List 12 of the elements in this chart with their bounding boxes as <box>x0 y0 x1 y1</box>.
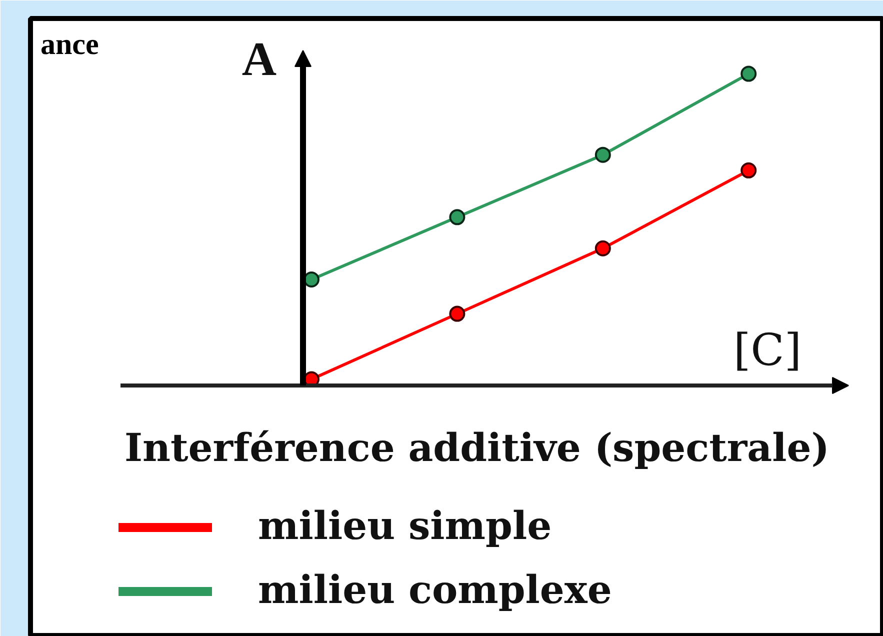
legend-label: milieu simple <box>258 504 552 549</box>
point <box>740 162 757 178</box>
legend-label: milieu complexe <box>258 568 612 613</box>
point <box>594 146 611 163</box>
x-axis-title: [C] <box>734 325 802 376</box>
point <box>449 306 466 322</box>
y-axis-title: A <box>242 33 277 86</box>
point <box>449 209 466 226</box>
point <box>740 66 757 82</box>
text: Interférence additive (spectrale) <box>124 426 830 471</box>
point <box>594 240 611 256</box>
text: ance <box>40 28 99 61</box>
